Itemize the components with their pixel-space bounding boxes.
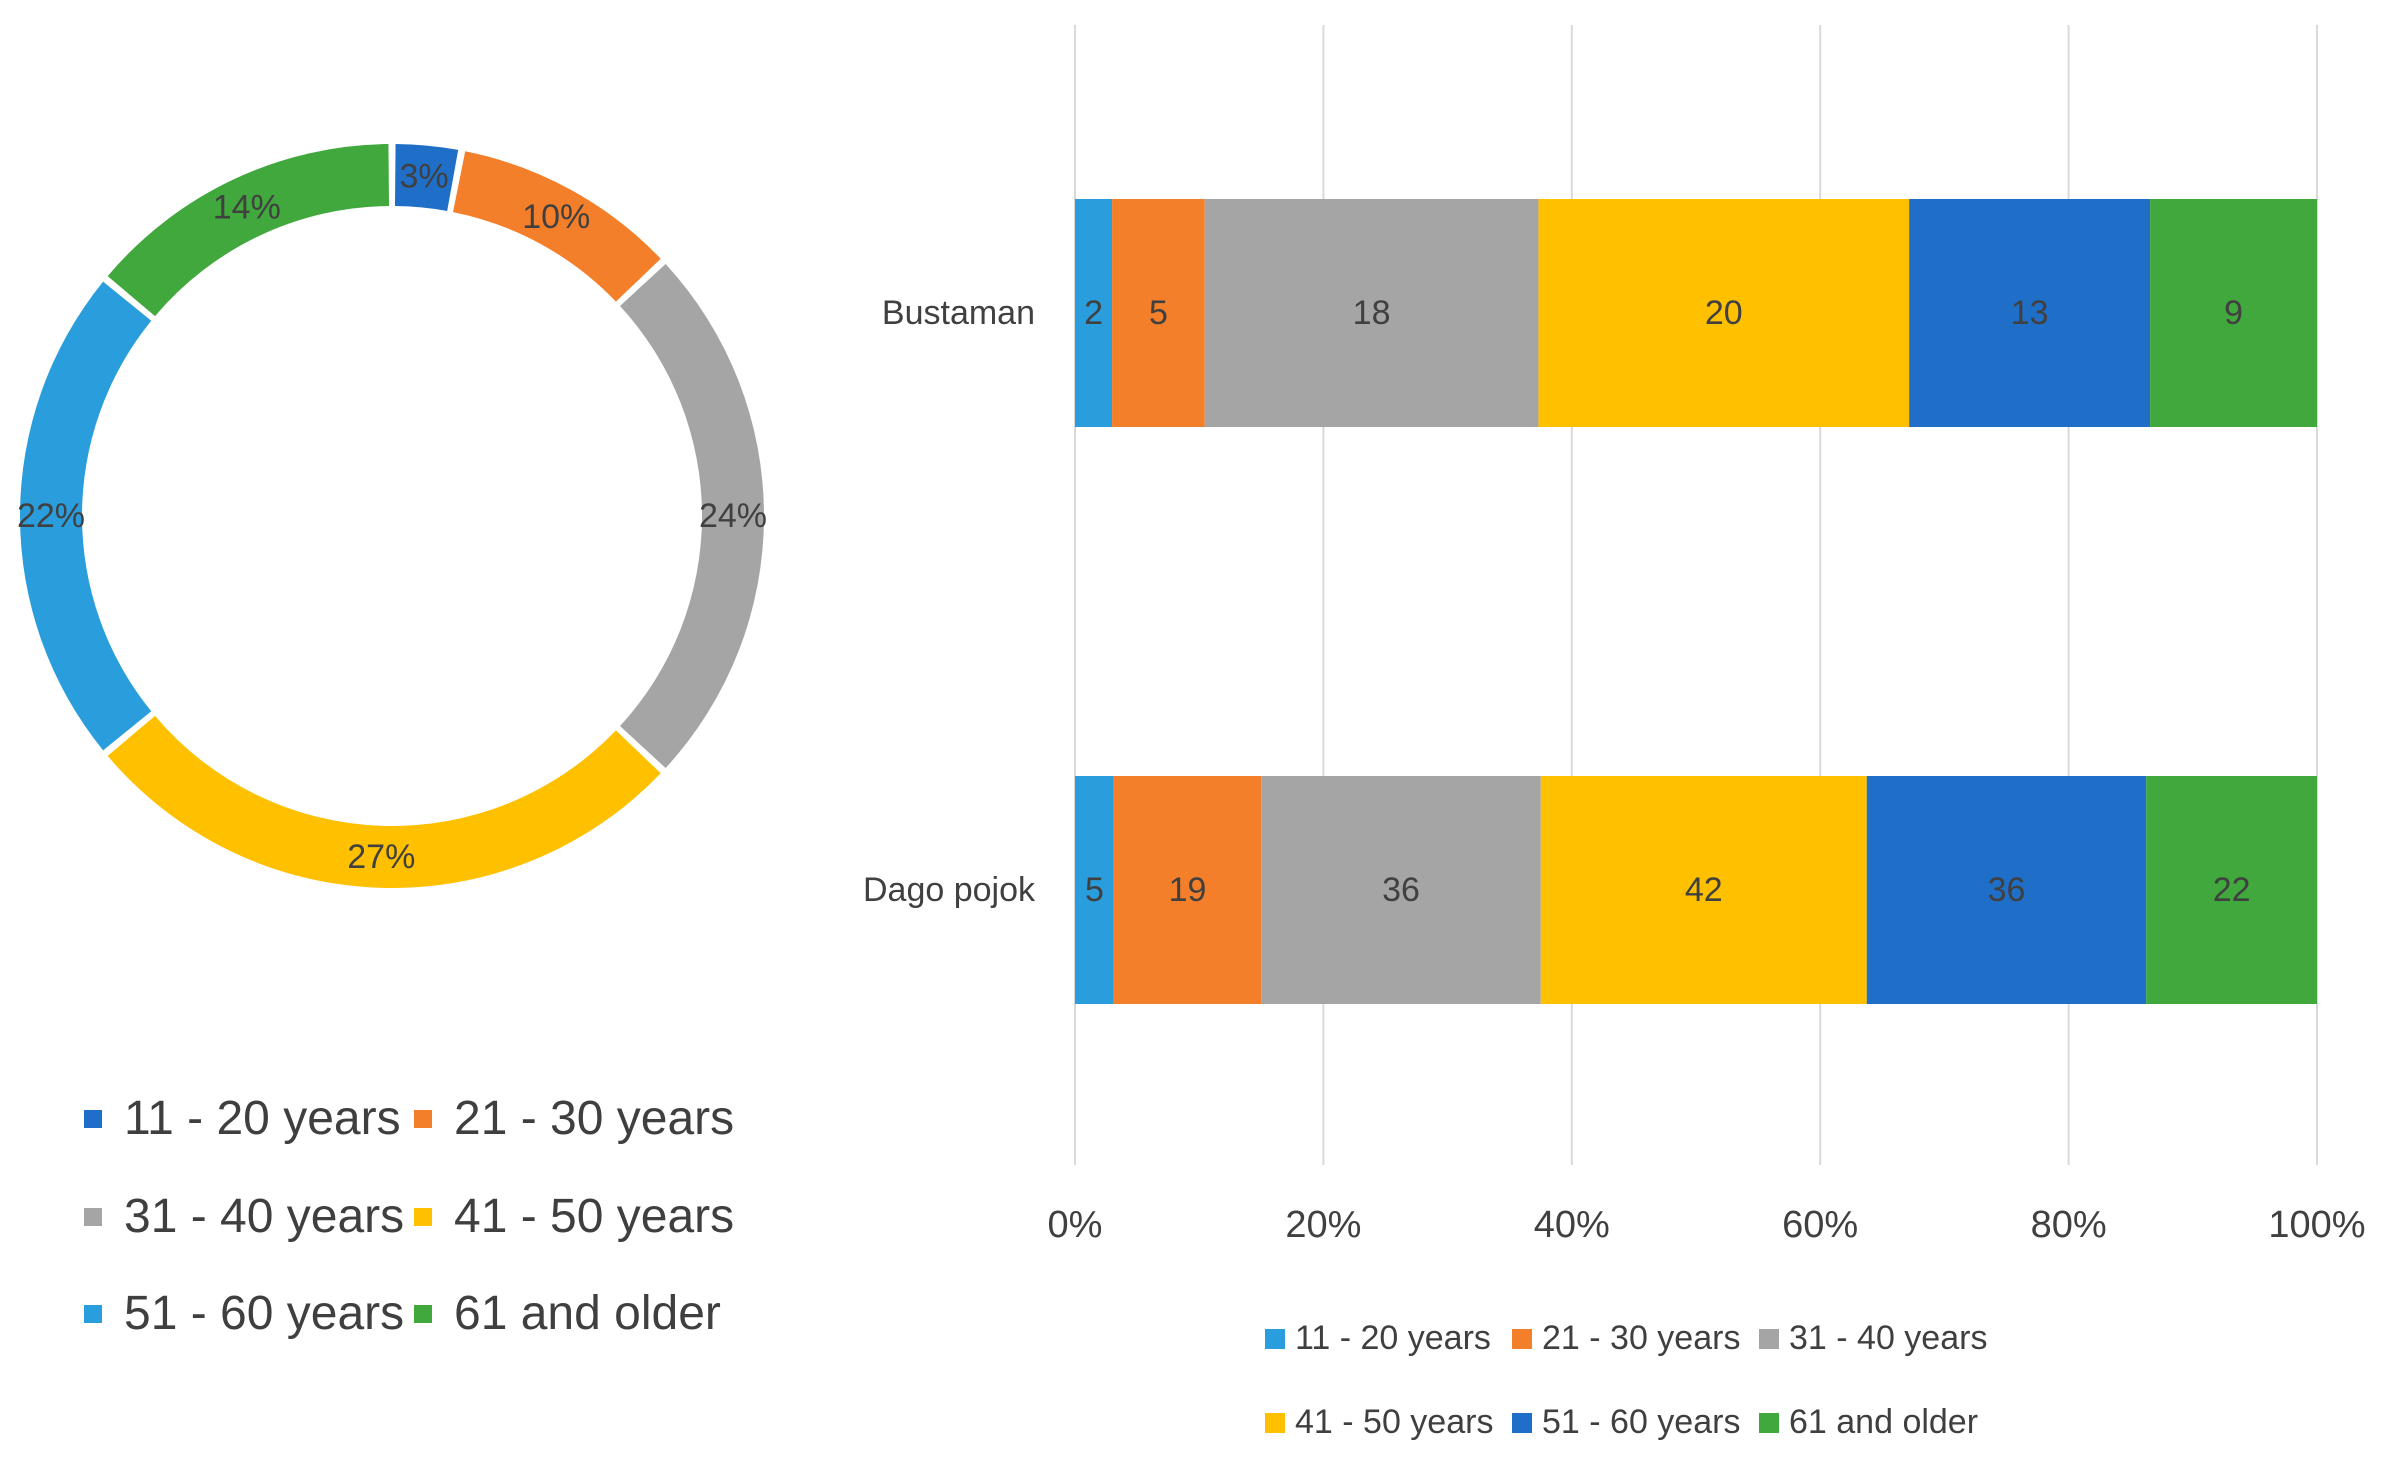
bar-segment-dago-pojok-21-30-years [1113, 776, 1262, 1004]
bar-value-label: 5 [1085, 871, 1104, 909]
donut-slice-21-30-years [453, 151, 661, 302]
donut-slice-11-20-years [394, 144, 459, 211]
donut-label-11-20-years: 3% [400, 158, 449, 196]
bar-value-label: 5 [1149, 294, 1168, 332]
donut-label-21-30-years: 10% [522, 198, 590, 236]
bar-legend-item-61-and-older: 61 and older [1759, 1403, 1978, 1442]
x-tick-label: 60% [1782, 1204, 1858, 1246]
donut-legend-item-51-60-years: 51 - 60 years [84, 1286, 404, 1341]
bar-legend-item-21-30-years: 21 - 30 years [1512, 1319, 1740, 1358]
bar-legend-item-51-60-years: 51 - 60 years [1512, 1403, 1740, 1442]
legend-swatch [414, 1304, 432, 1323]
legend-swatch [1759, 1328, 1779, 1349]
bar-legend-item-11-20-years: 11 - 20 years [1265, 1319, 1491, 1358]
bar-legend-item-31-40-years: 31 - 40 years [1759, 1319, 1987, 1358]
legend-label: 61 and older [1789, 1403, 1979, 1441]
category-label-bustaman: Bustaman [882, 294, 1035, 332]
donut-chart: 3% 10% 24% 27% 22% 14% [17, 144, 767, 888]
legend-swatch [1265, 1328, 1285, 1349]
donut-legend-item-11-20-years: 11 - 20 years [84, 1091, 401, 1146]
bar-segment-dago-pojok-41-50-years [1540, 776, 1867, 1004]
x-tick-label: 40% [1534, 1204, 1610, 1246]
bar-value-label: 20 [1705, 294, 1743, 332]
legend-label: 21 - 30 years [454, 1092, 735, 1145]
donut-legend-item-41-50-years: 41 - 50 years [414, 1189, 734, 1244]
legend-swatch [1512, 1328, 1532, 1349]
donut-slice-41-50-years [107, 715, 661, 888]
donut-slice-61-and-older [107, 144, 390, 317]
bar-value-label: 13 [2011, 294, 2049, 332]
legend-label: 41 - 50 years [1295, 1403, 1494, 1441]
bar-segment-bustaman-51-60-years [1909, 199, 2151, 427]
bar-segment-bustaman-21-30-years [1112, 199, 1205, 427]
donut-label-41-50-years: 27% [347, 838, 415, 876]
bar-value-label: 42 [1685, 871, 1723, 909]
bar-value-label: 2 [1084, 294, 1103, 332]
legend-label: 41 - 50 years [454, 1190, 735, 1243]
bar-legend-item-41-50-years: 41 - 50 years [1265, 1403, 1493, 1442]
bar-value-label: 36 [1988, 871, 2026, 909]
bar-segment-bustaman-41-50-years [1538, 199, 1910, 427]
donut-label-61-and-older: 14% [213, 188, 281, 226]
x-tick-label: 0% [1048, 1204, 1103, 1246]
bar-segment-dago-pojok-11-20-years [1075, 776, 1114, 1004]
bar-value-label: 18 [1353, 294, 1391, 332]
legend-swatch [1512, 1412, 1532, 1433]
legend-swatch [84, 1304, 102, 1323]
legend-label: 11 - 20 years [1295, 1319, 1491, 1357]
legend-swatch [414, 1109, 432, 1128]
legend-swatch [414, 1207, 432, 1226]
bar-segment-dago-pojok-61-and-older [2146, 776, 2317, 1004]
stacked-bar-chart: 0% 20% 40% 60% 80% 100% 2 5 18 20 13 9 Bustaman 5 19 36… [863, 25, 2366, 1246]
bar-value-label: 22 [2213, 871, 2251, 909]
bar-value-label: 36 [1382, 871, 1420, 909]
donut-slice-51-60-years [19, 281, 152, 751]
legend-label: 51 - 60 years [124, 1287, 405, 1340]
category-label-dago-pojok: Dago pojok [863, 871, 1036, 909]
bar-segment-bustaman-61-and-older [2150, 199, 2317, 427]
bar-segment-dago-pojok-31-40-years [1261, 776, 1541, 1004]
legend-swatch [1265, 1412, 1285, 1433]
legend-label: 11 - 20 years [124, 1092, 401, 1145]
legend-swatch [84, 1109, 102, 1128]
legend-label: 21 - 30 years [1542, 1319, 1741, 1357]
donut-slice-31-40-years [620, 263, 764, 769]
legend-swatch [1759, 1412, 1779, 1433]
donut-legend-item-61-and-older: 61 and older [414, 1286, 721, 1341]
bar-segment-dago-pojok-51-60-years [1866, 776, 2147, 1004]
legend-swatch [84, 1207, 102, 1226]
legend-label: 31 - 40 years [1789, 1319, 1988, 1357]
legend-label: 51 - 60 years [1542, 1403, 1741, 1441]
legend-label: 61 and older [454, 1287, 721, 1340]
x-tick-label: 20% [1285, 1204, 1361, 1246]
legend-label: 31 - 40 years [124, 1190, 405, 1243]
donut-label-51-60-years: 22% [17, 497, 85, 535]
bar-segment-bustaman-31-40-years [1204, 199, 1539, 427]
donut-label-31-40-years: 24% [699, 497, 767, 535]
donut-legend-item-31-40-years: 31 - 40 years [84, 1189, 404, 1244]
x-tick-label: 100% [2268, 1204, 2365, 1246]
bar-value-label: 19 [1169, 871, 1207, 909]
donut-legend-item-21-30-years: 21 - 30 years [414, 1091, 734, 1146]
x-tick-label: 80% [2031, 1204, 2107, 1246]
bar-value-label: 9 [2224, 294, 2243, 332]
bar-segment-bustaman-11-20-years [1075, 199, 1113, 427]
